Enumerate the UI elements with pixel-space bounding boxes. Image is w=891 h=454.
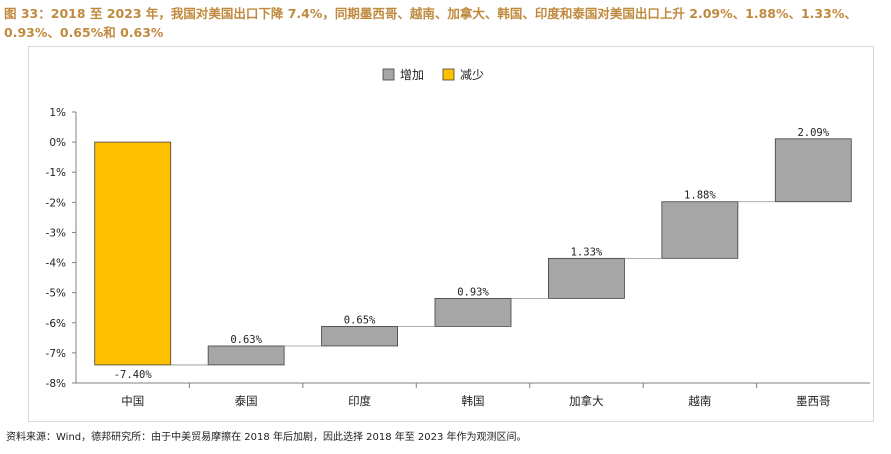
y-tick-label: 0%	[49, 137, 66, 149]
y-tick-label: -6%	[46, 318, 66, 330]
bar	[548, 257, 625, 299]
y-tick-label: -1%	[46, 167, 66, 179]
x-tick-label: 加拿大	[569, 394, 604, 408]
y-tick-label: -5%	[46, 288, 66, 300]
x-tick-label: 韩国	[462, 394, 485, 408]
x-tick-label: 越南	[688, 394, 711, 408]
data-labels: -7.40% 0.63% 0.65% 0.93% 1.33% 1.88% 2.09%	[114, 127, 830, 381]
data-label: 0.93%	[457, 286, 489, 298]
y-tick-label: -8%	[46, 378, 66, 390]
y-tick-label: -7%	[46, 348, 66, 360]
data-label: 1.88%	[684, 190, 716, 202]
chart-title: 图 33：2018 至 2023 年，我国对美国出口下降 7.4%，同期墨西哥、…	[4, 6, 857, 40]
bar	[661, 201, 739, 259]
data-label: -7.40%	[114, 369, 153, 381]
legend-label: 减少	[460, 68, 484, 82]
x-tick-label: 中国	[121, 394, 144, 408]
y-tick-label: -4%	[46, 258, 66, 270]
data-label: 0.65%	[344, 314, 376, 326]
axes: 1% 0% -1% -2% -3% -4% -5% -6% -7% -8% 中国 泰国 印度 韩国 加拿大 越…	[46, 107, 870, 408]
x-tick-label: 泰国	[235, 394, 258, 408]
data-label: 2.09%	[797, 127, 829, 139]
x-tick-label: 墨西哥	[796, 394, 831, 408]
x-tick-label: 印度	[348, 394, 371, 408]
bars	[94, 138, 852, 366]
bar	[434, 297, 512, 327]
legend: 增加 减少	[382, 68, 484, 82]
legend-swatch	[442, 68, 455, 81]
bar	[207, 345, 285, 366]
bar	[774, 138, 852, 203]
bar	[94, 141, 172, 366]
bar	[321, 325, 398, 347]
y-tick-label: 1%	[49, 107, 66, 119]
data-label: 0.63%	[230, 334, 262, 346]
y-tick-label: -3%	[46, 227, 66, 239]
y-tick-label: -2%	[46, 197, 66, 209]
data-label: 1.33%	[571, 246, 603, 258]
legend-label: 增加	[400, 68, 424, 82]
legend-swatch	[382, 68, 395, 81]
chart-frame	[28, 46, 874, 422]
source-note: 资料来源：Wind，德邦研究所：由于中美贸易摩擦在 2018 年后加剧，因此选择…	[6, 432, 527, 443]
